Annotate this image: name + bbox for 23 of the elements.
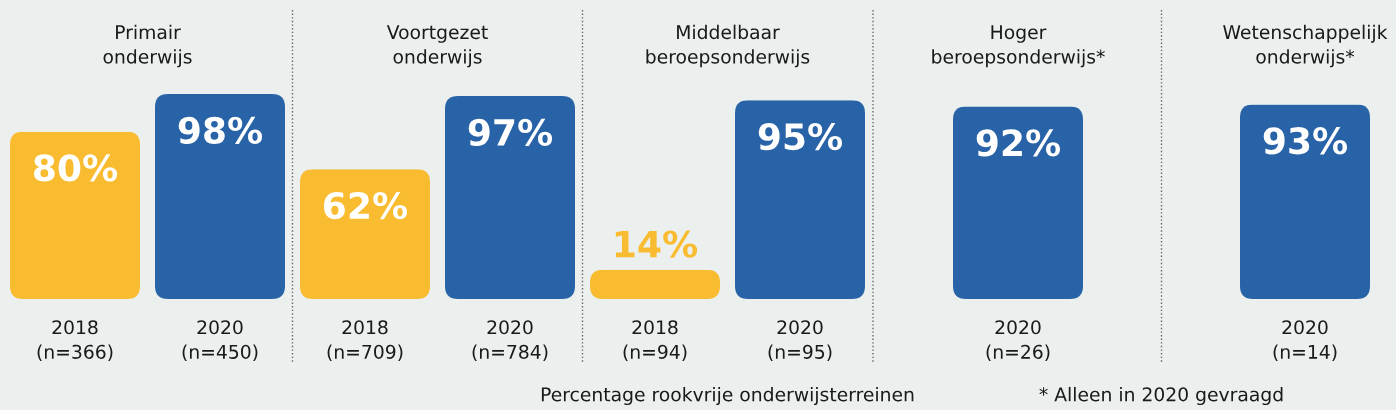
chart-title: Voortgezet onderwijs — [386, 25, 488, 68]
x-tick-label: 2018 (n=366) — [37, 320, 113, 362]
data-label: 14% — [615, 230, 698, 258]
x-tick-label: 2018 (n=94) — [623, 320, 687, 362]
x-tick-label: 2018 (n=709) — [327, 320, 403, 362]
data-label: 95% — [758, 122, 843, 151]
data-label: 62% — [324, 191, 408, 220]
chart-title: Primair onderwijs — [103, 24, 192, 68]
x-tick-label: 2020 (n=95) — [768, 320, 832, 362]
text: * Alleen in 2020 gevraagd — [1039, 386, 1283, 406]
text: Percentage rookvrije onderwijsterreinen — [541, 386, 914, 406]
data-label: 92% — [976, 129, 1061, 157]
x-tick-label: 2020 (n=14) — [1273, 320, 1337, 362]
x-tick-label: 2020 (n=26) — [986, 320, 1050, 362]
chart-title: Middelbaar beroepsonderwijs — [646, 24, 810, 68]
data-label: 97% — [468, 118, 553, 147]
data-label: 80% — [33, 154, 118, 182]
x-tick-label: 2020 (n=450) — [182, 320, 258, 362]
text: Wetenschappelijk onderwijs* — [1223, 24, 1388, 68]
data-label: 93% — [1263, 127, 1348, 155]
text: Hoger beroepsonderwijs* — [932, 25, 1105, 68]
data-label: 98% — [178, 116, 263, 144]
x-tick-label: 2020 (n=784) — [472, 320, 548, 362]
